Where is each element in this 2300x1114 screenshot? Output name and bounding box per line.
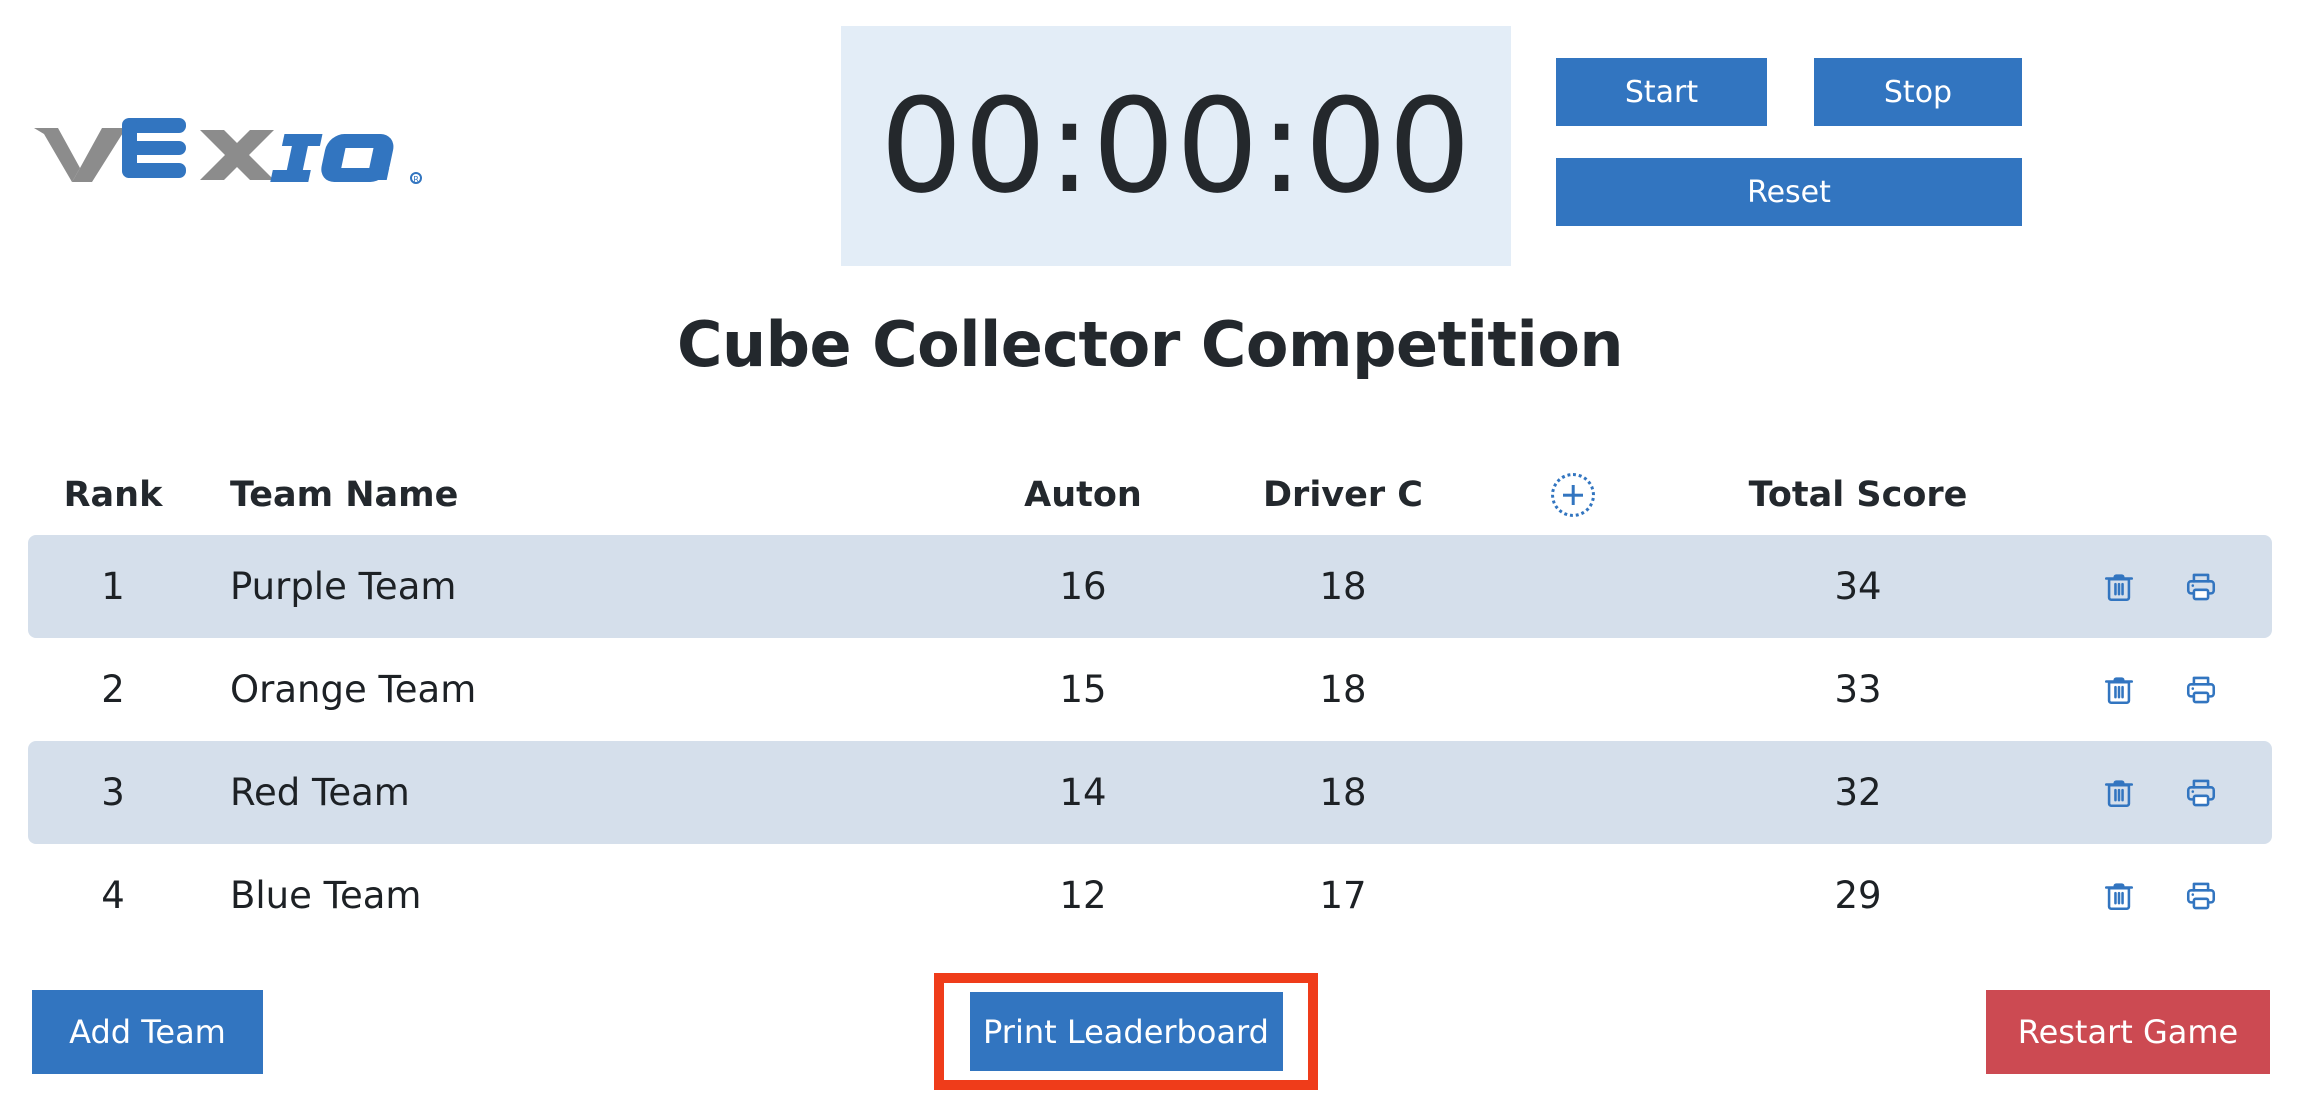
cell-actions: [2048, 673, 2272, 707]
cell-team: Blue Team: [230, 874, 422, 917]
column-header-driver-c: Driver C: [1263, 475, 1423, 515]
cell-driver-c[interactable]: 18: [1319, 668, 1367, 711]
cell-driver-c[interactable]: 18: [1319, 771, 1367, 814]
print-leaderboard-button[interactable]: Print Leaderboard: [969, 992, 1283, 1071]
table-row[interactable]: 4 Blue Team 12 17 29: [28, 844, 2272, 947]
column-header-total-score: Total Score: [1748, 475, 1968, 515]
cell-team: Red Team: [230, 771, 410, 814]
printer-icon[interactable]: [2184, 570, 2218, 604]
cell-total: 32: [1834, 771, 1882, 814]
restart-game-button[interactable]: Restart Game: [1986, 990, 2270, 1074]
table-row[interactable]: 1 Purple Team 16 18 34: [28, 535, 2272, 638]
top-bar: R 00:00:00 Start Stop Reset: [0, 0, 2300, 270]
cell-driver-c[interactable]: 18: [1319, 565, 1367, 608]
table-header-row: Rank Team Name Auton Driver C Total Scor…: [28, 455, 2272, 535]
cell-actions: [2048, 776, 2272, 810]
table-row[interactable]: 2 Orange Team 15 18 33: [28, 638, 2272, 741]
column-header-team: Team Name: [230, 475, 459, 515]
table-body: 1 Purple Team 16 18 34: [28, 535, 2272, 947]
cell-auton[interactable]: 15: [1059, 668, 1107, 711]
svg-text:R: R: [413, 175, 419, 184]
trash-icon[interactable]: [2102, 776, 2136, 810]
leaderboard-table: Rank Team Name Auton Driver C Total Scor…: [28, 455, 2272, 947]
cell-actions: [2048, 879, 2272, 913]
stop-button[interactable]: Stop: [1814, 58, 2022, 126]
timer-controls: Start Stop Reset: [1556, 58, 2022, 228]
cell-rank: 3: [101, 771, 125, 814]
printer-icon[interactable]: [2184, 673, 2218, 707]
vex-iq-logo: R: [28, 108, 428, 188]
add-team-button[interactable]: Add Team: [32, 990, 263, 1074]
cell-actions: [2048, 570, 2272, 604]
cell-total: 29: [1834, 874, 1882, 917]
plus-circle-dotted-icon[interactable]: [1551, 473, 1595, 517]
cell-auton[interactable]: 12: [1059, 874, 1107, 917]
column-header-rank: Rank: [63, 475, 163, 515]
timer-display: 00:00:00: [841, 26, 1511, 266]
trash-icon[interactable]: [2102, 570, 2136, 604]
footer-actions: Add Team Print Leaderboard Restart Game: [0, 973, 2300, 1108]
cell-team: Orange Team: [230, 668, 477, 711]
trash-icon[interactable]: [2102, 879, 2136, 913]
print-leaderboard-highlight: Print Leaderboard: [934, 973, 1318, 1090]
add-column-cell: [1478, 473, 1668, 517]
table-row[interactable]: 3 Red Team 14 18 32: [28, 741, 2272, 844]
cell-rank: 4: [101, 874, 125, 917]
printer-icon[interactable]: [2184, 776, 2218, 810]
reset-button[interactable]: Reset: [1556, 158, 2022, 226]
cell-team: Purple Team: [230, 565, 457, 608]
page-title: Cube Collector Competition: [676, 308, 1624, 381]
cell-rank: 2: [101, 668, 125, 711]
cell-auton[interactable]: 16: [1059, 565, 1107, 608]
cell-rank: 1: [101, 565, 125, 608]
column-header-auton: Auton: [1024, 475, 1142, 515]
cell-driver-c[interactable]: 17: [1319, 874, 1367, 917]
start-button[interactable]: Start: [1556, 58, 1767, 126]
printer-icon[interactable]: [2184, 879, 2218, 913]
trash-icon[interactable]: [2102, 673, 2136, 707]
cell-auton[interactable]: 14: [1059, 771, 1107, 814]
cell-total: 34: [1834, 565, 1882, 608]
cell-total: 33: [1834, 668, 1882, 711]
timer-value: 00:00:00: [880, 70, 1472, 222]
